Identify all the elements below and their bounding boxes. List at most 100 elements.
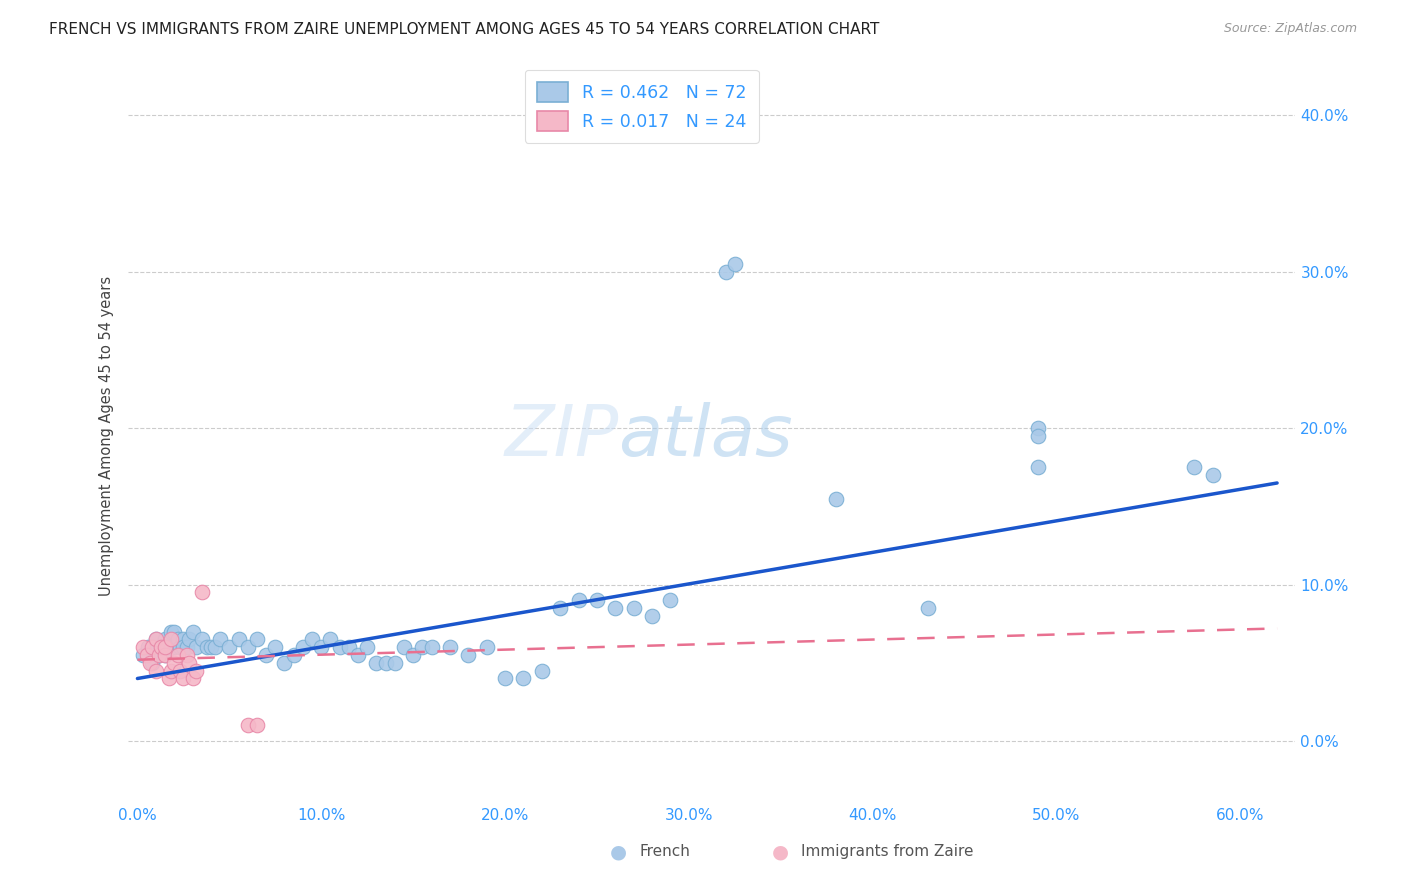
Text: FRENCH VS IMMIGRANTS FROM ZAIRE UNEMPLOYMENT AMONG AGES 45 TO 54 YEARS CORRELATI: FRENCH VS IMMIGRANTS FROM ZAIRE UNEMPLOY… (49, 22, 880, 37)
Point (392, 640, 415, 655)
Point (195, 640, 218, 655)
Point (825, 491, 848, 506)
Point (172, 640, 194, 655)
Point (457, 648, 479, 662)
Point (148, 648, 170, 662)
Point (177, 656, 200, 670)
Point (163, 640, 186, 655)
Point (132, 648, 155, 662)
Point (153, 632, 176, 647)
Point (145, 632, 167, 647)
Point (420, 640, 443, 655)
Point (439, 640, 461, 655)
Point (159, 632, 181, 647)
Point (145, 632, 167, 647)
Point (228, 632, 250, 647)
Point (329, 640, 352, 655)
Point (714, 265, 737, 279)
Point (145, 664, 167, 678)
Point (356, 640, 378, 655)
Point (623, 601, 645, 615)
Text: ●: ● (772, 842, 789, 862)
Point (411, 640, 433, 655)
Text: French: French (640, 845, 690, 859)
Point (159, 640, 181, 655)
Point (530, 664, 553, 678)
Point (264, 640, 287, 655)
Text: ZIP: ZIP (505, 401, 619, 471)
Point (145, 640, 167, 655)
Point (283, 648, 305, 662)
Point (172, 632, 194, 647)
Point (301, 632, 323, 647)
Point (236, 640, 259, 655)
Point (153, 648, 176, 662)
Point (150, 640, 173, 655)
Point (1026, 421, 1049, 435)
Point (153, 648, 176, 662)
Point (167, 632, 190, 647)
Point (181, 672, 204, 686)
Point (191, 632, 214, 647)
Text: Source: ZipAtlas.com: Source: ZipAtlas.com (1223, 22, 1357, 36)
Point (176, 648, 198, 662)
Text: ●: ● (610, 842, 627, 862)
Point (157, 672, 180, 686)
Point (548, 601, 571, 615)
Point (135, 648, 157, 662)
Point (246, 718, 269, 732)
Point (374, 656, 396, 670)
Point (186, 664, 208, 678)
Point (138, 640, 160, 655)
Point (148, 648, 170, 662)
Point (200, 640, 222, 655)
Point (186, 640, 208, 655)
Point (402, 648, 425, 662)
Y-axis label: Unemployment Among Ages 45 to 54 years: Unemployment Among Ages 45 to 54 years (100, 276, 114, 596)
Point (586, 593, 609, 607)
Point (163, 656, 186, 670)
Point (141, 640, 163, 655)
Point (169, 640, 191, 655)
Point (150, 640, 173, 655)
Point (291, 640, 314, 655)
Point (319, 632, 342, 647)
Point (176, 640, 198, 655)
Point (172, 672, 194, 686)
Point (1026, 429, 1049, 443)
Point (384, 656, 406, 670)
Point (1202, 468, 1225, 483)
Point (347, 648, 370, 662)
Point (139, 656, 162, 670)
Point (218, 640, 240, 655)
Point (494, 672, 516, 686)
Text: atlas: atlas (619, 401, 793, 471)
Point (724, 257, 747, 271)
Point (246, 632, 269, 647)
Point (337, 640, 360, 655)
Point (309, 640, 332, 655)
Point (568, 593, 591, 607)
Point (159, 624, 181, 639)
Point (159, 664, 181, 678)
Point (167, 648, 190, 662)
Point (605, 601, 627, 615)
Point (177, 632, 200, 647)
Point (273, 656, 295, 670)
Point (169, 664, 191, 678)
Point (163, 624, 186, 639)
Point (191, 585, 214, 599)
Point (156, 640, 179, 655)
Point (659, 593, 682, 607)
Point (236, 718, 259, 732)
Point (141, 656, 163, 670)
Point (204, 640, 226, 655)
Point (209, 632, 232, 647)
Point (132, 640, 155, 655)
Point (181, 624, 204, 639)
Point (366, 656, 388, 670)
Text: Immigrants from Zaire: Immigrants from Zaire (801, 845, 974, 859)
Point (254, 648, 277, 662)
Legend: R = 0.462   N = 72, R = 0.017   N = 24: R = 0.462 N = 72, R = 0.017 N = 24 (524, 70, 759, 143)
Point (475, 640, 498, 655)
